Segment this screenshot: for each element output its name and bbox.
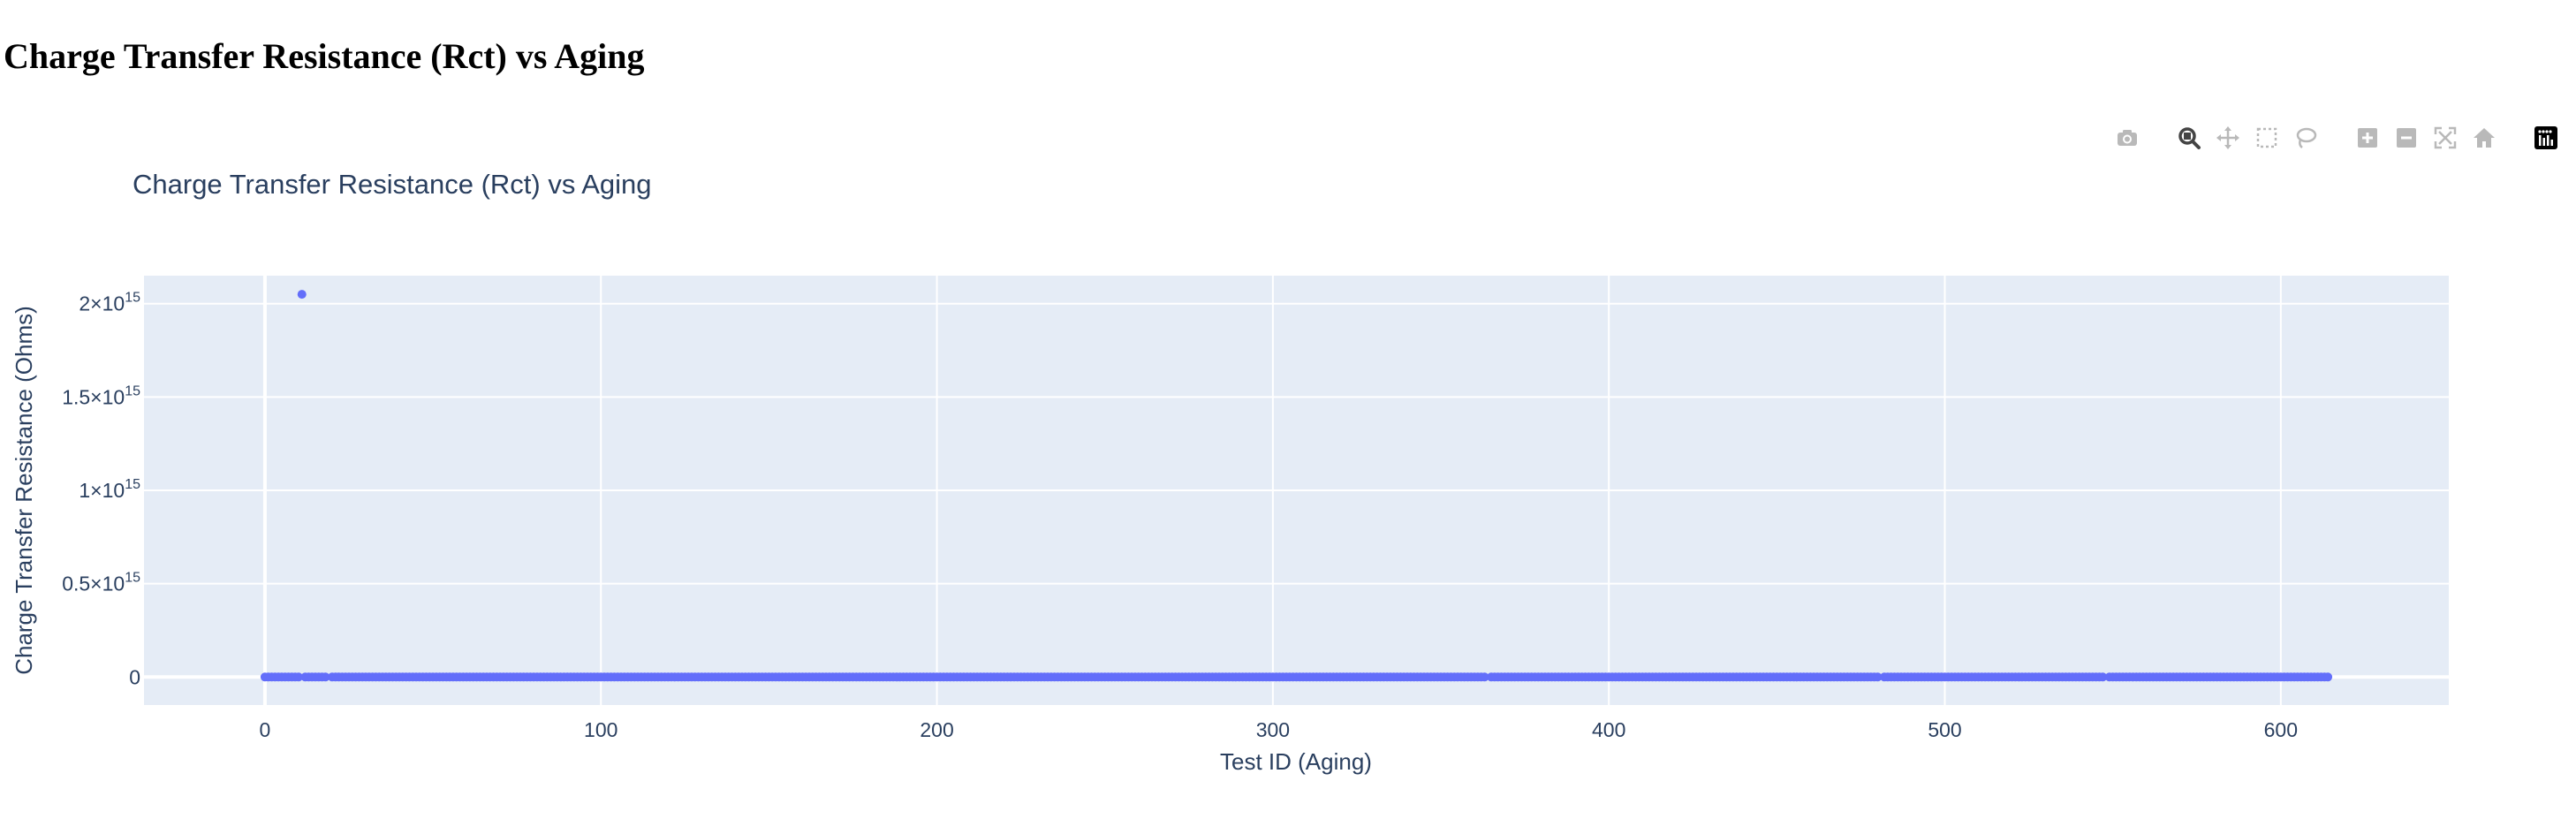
camera-button[interactable] <box>2108 122 2147 154</box>
data-point <box>321 672 330 682</box>
data-points <box>260 290 2333 682</box>
pan-icon <box>2216 126 2239 149</box>
camera-icon <box>2118 130 2137 146</box>
chart-title: Charge Transfer Resistance (Rct) vs Agin… <box>133 169 652 200</box>
y-tick-label: 1.5×1015 <box>62 383 140 408</box>
plotly-logo-button[interactable] <box>2527 122 2565 154</box>
y-tick-label: 1×1015 <box>79 477 140 502</box>
modebar <box>2085 122 2565 154</box>
lasso-select-button[interactable] <box>2286 122 2325 154</box>
data-point <box>2323 672 2333 682</box>
zoom-out-button[interactable] <box>2387 122 2426 154</box>
x-tick-label: 100 <box>584 718 617 741</box>
data-point <box>1480 672 1489 682</box>
pan-button[interactable] <box>2209 122 2247 154</box>
autoscale-icon <box>2434 126 2457 149</box>
x-tick-label: 0 <box>260 718 271 741</box>
y-tick-label: 2×1015 <box>79 291 140 315</box>
zoom-out-icon <box>2397 128 2416 148</box>
page-heading: Charge Transfer Resistance (Rct) vs Agin… <box>4 36 645 76</box>
plotly-logo-icon <box>2534 126 2557 149</box>
zoom-in-button[interactable] <box>2348 122 2387 154</box>
x-tick-label: 500 <box>1928 718 1961 741</box>
y-axis-label: Charge Transfer Resistance (Ohms) <box>11 306 37 675</box>
y-axis-ticks: 0 0.5×1015 1×1015 1.5×1015 2×1015 <box>62 291 140 689</box>
x-tick-label: 200 <box>920 718 953 741</box>
y-tick-label: 0 <box>129 665 140 688</box>
box-select-icon <box>2256 127 2277 148</box>
autoscale-button[interactable] <box>2426 122 2465 154</box>
zoom-in-icon <box>2358 128 2377 148</box>
data-point <box>1873 672 1883 682</box>
reset-axes-icon <box>2474 128 2495 148</box>
x-tick-label: 400 <box>1592 718 1625 741</box>
data-point <box>293 672 303 682</box>
box-select-button[interactable] <box>2247 122 2286 154</box>
x-tick-label: 600 <box>2264 718 2298 741</box>
x-axis-label: Test ID (Aging) <box>1220 748 1372 775</box>
modebar-group <box>2348 122 2504 154</box>
zoom-button[interactable] <box>2170 122 2209 154</box>
grid-lines <box>144 276 2449 705</box>
y-tick-label: 0.5×1015 <box>62 571 140 595</box>
modebar-group <box>2527 122 2565 154</box>
plot-container[interactable]: Charge Transfer Resistance (Rct) vs Agin… <box>0 115 2576 815</box>
modebar-group <box>2108 122 2147 154</box>
lasso-select-icon <box>2296 127 2317 148</box>
zoom-icon <box>2178 127 2201 149</box>
x-axis-ticks: 0 100 200 300 400 500 600 <box>260 718 2299 741</box>
data-point <box>2098 672 2108 682</box>
data-point-outlier <box>297 290 307 300</box>
reset-axes-button[interactable] <box>2465 122 2504 154</box>
modebar-group <box>2170 122 2325 154</box>
scatter-chart[interactable]: Charge Transfer Resistance (Rct) vs Agin… <box>0 115 2576 815</box>
x-tick-label: 300 <box>1256 718 1290 741</box>
